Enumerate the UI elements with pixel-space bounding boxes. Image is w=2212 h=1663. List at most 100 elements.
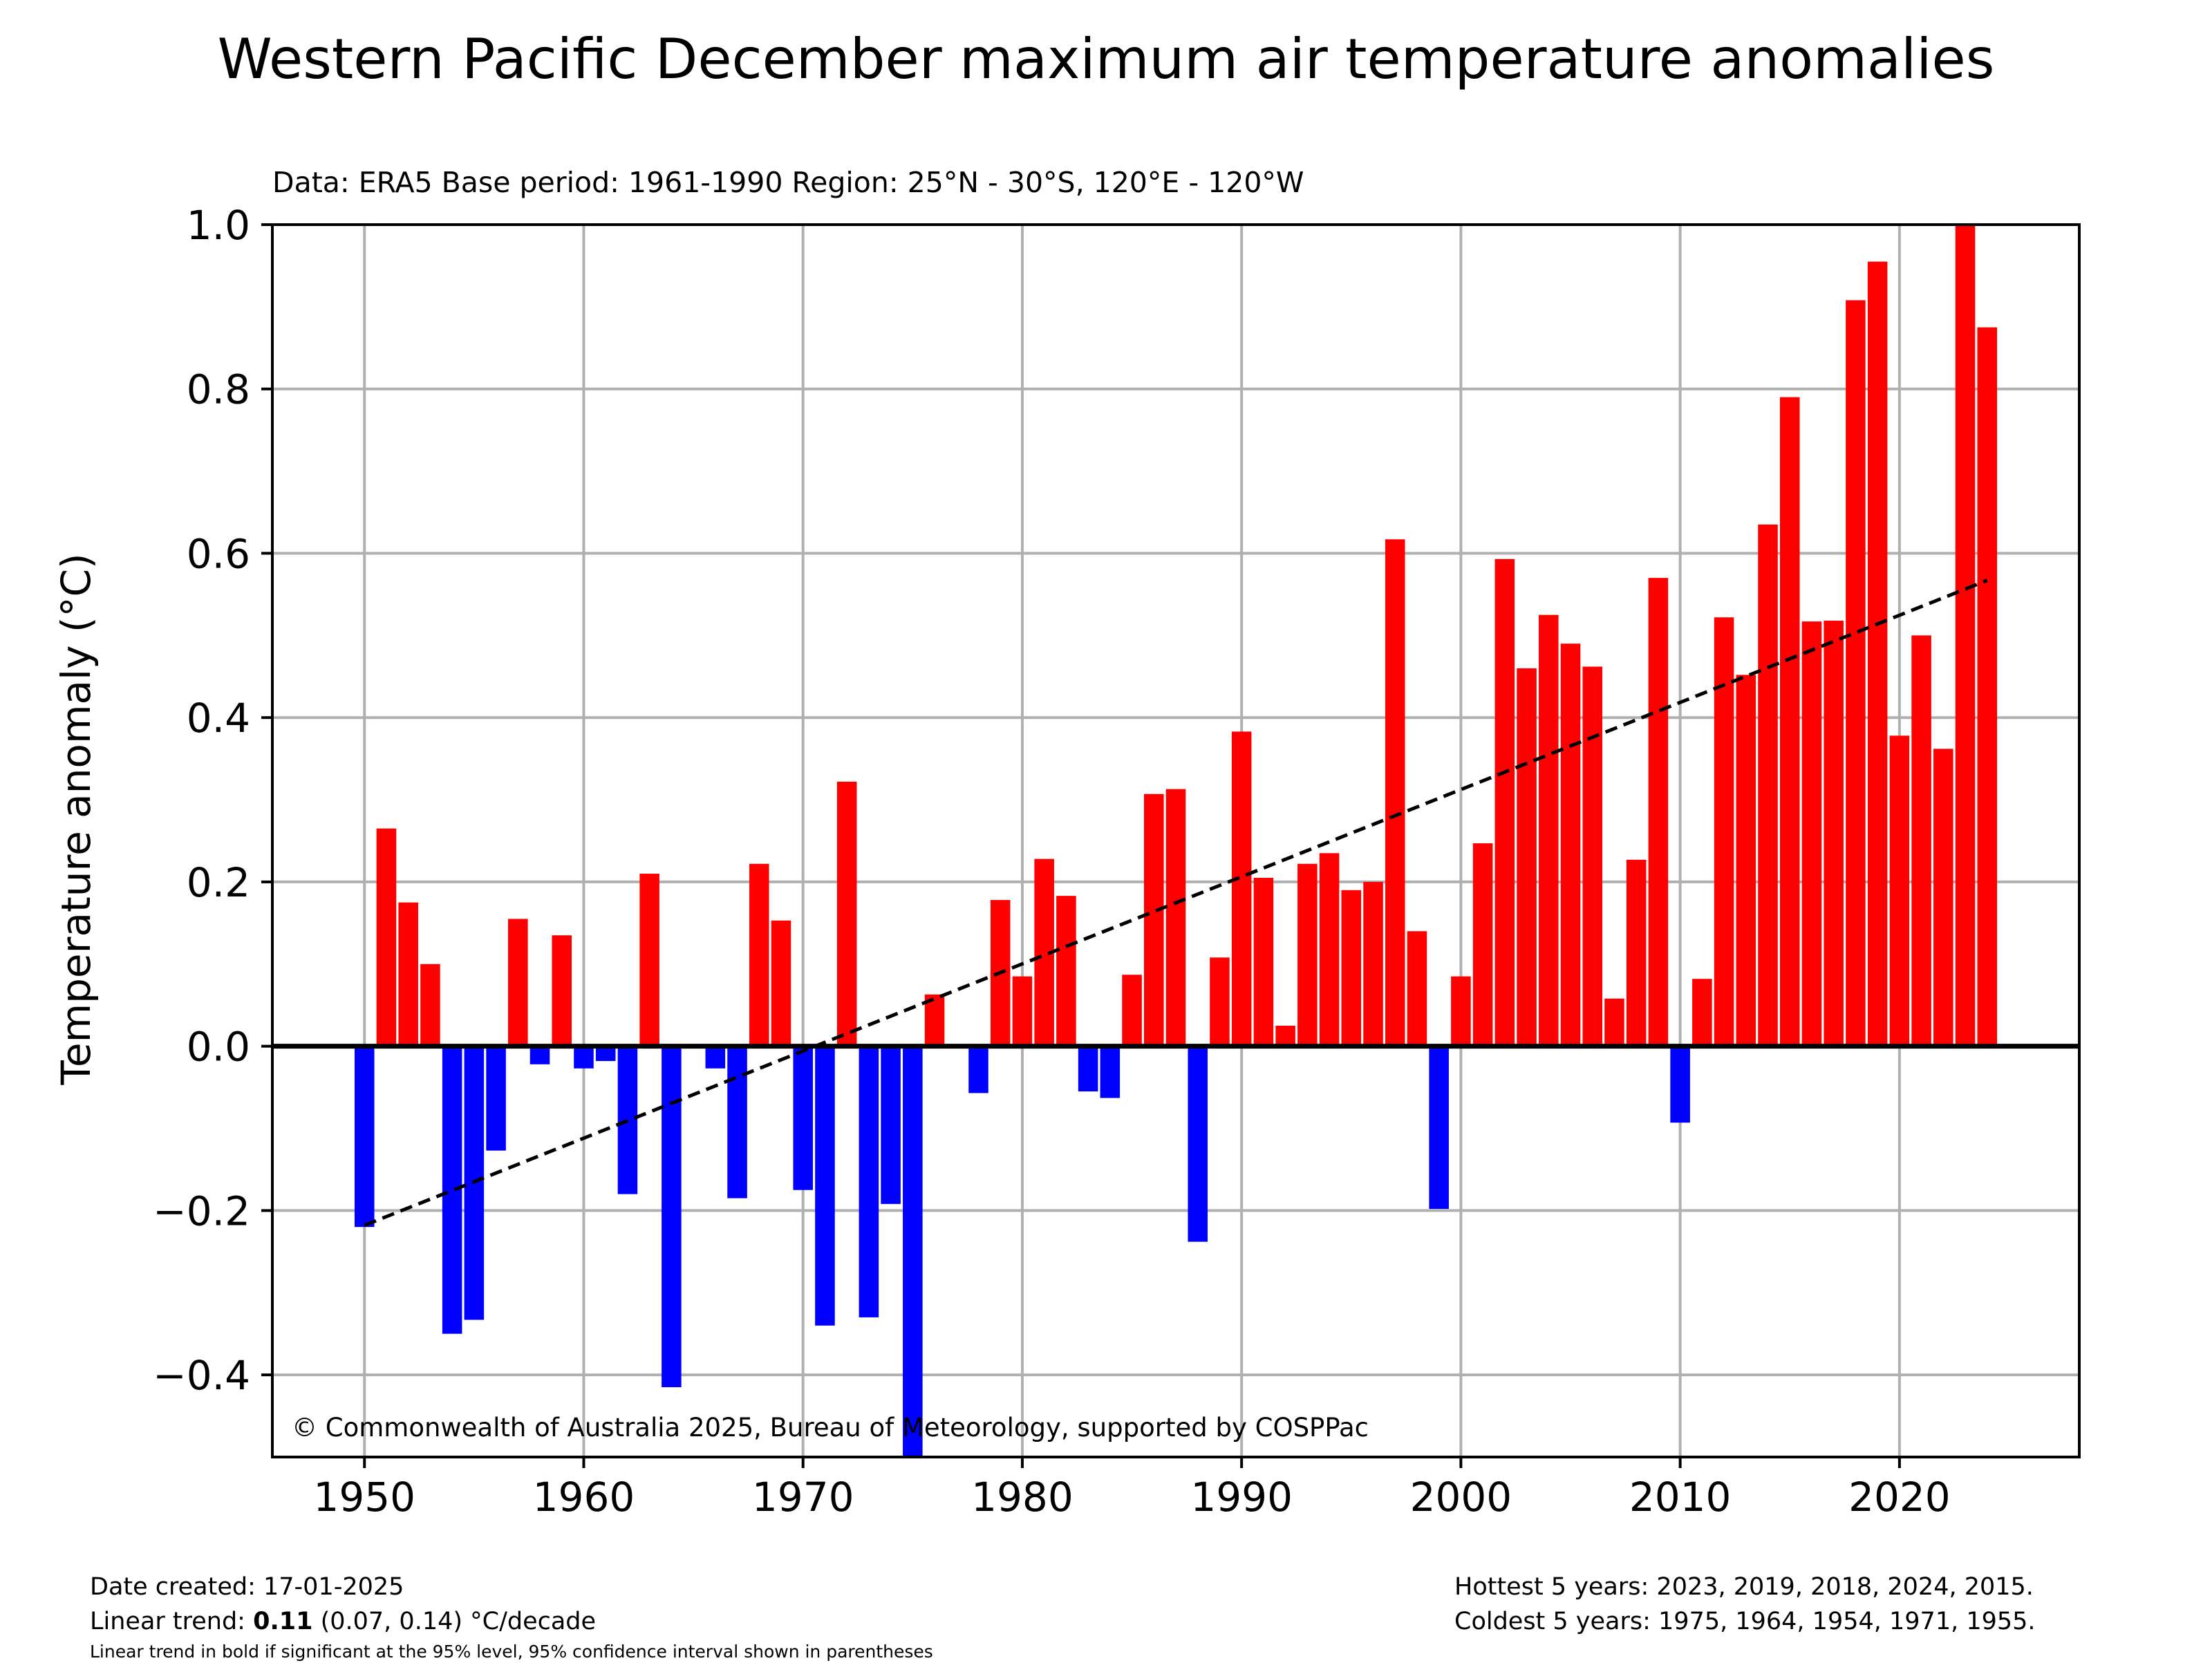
bar-1954 [442, 1046, 462, 1334]
bar-1966 [705, 1046, 726, 1069]
bar-1978 [968, 1046, 988, 1093]
x-tick-label: 2020 [1848, 1474, 1951, 1521]
bar-1970 [793, 1046, 813, 1190]
bar-1969 [771, 920, 791, 1046]
bar-1975 [903, 1046, 923, 1457]
bar-2007 [1604, 998, 1624, 1046]
bar-1999 [1429, 1046, 1449, 1210]
bar-2017 [1824, 620, 1844, 1046]
linear-trend-prefix: Linear trend: [90, 1608, 254, 1635]
x-tick-label: 1950 [313, 1474, 415, 1521]
bar-1952 [398, 902, 418, 1046]
plot-frame [271, 223, 2081, 1458]
axes [261, 223, 2081, 1468]
bar-1990 [1231, 731, 1252, 1046]
bar-1973 [859, 1046, 879, 1317]
bar-1988 [1188, 1046, 1208, 1242]
bar-1992 [1275, 1025, 1295, 1046]
hottest-years: Hottest 5 years: 2023, 2019, 2018, 2024,… [1454, 1573, 2034, 1601]
bar-2009 [1648, 578, 1669, 1046]
bar-1953 [420, 964, 440, 1046]
y-tick-label: 1.0 [187, 202, 250, 249]
bar-2016 [1801, 621, 1822, 1046]
bar-1989 [1210, 957, 1230, 1046]
bar-2022 [1933, 749, 1953, 1046]
bar-2023 [1955, 225, 1976, 1046]
bar-1995 [1341, 890, 1362, 1046]
bar-2001 [1472, 843, 1493, 1046]
bar-1971 [815, 1046, 835, 1326]
bar-2002 [1494, 558, 1515, 1046]
x-tick-label: 1960 [533, 1474, 635, 1521]
bar-1983 [1078, 1046, 1098, 1092]
bar-2020 [1889, 735, 1910, 1046]
bar-1958 [529, 1046, 550, 1064]
linear-trend-value: 0.11 [253, 1608, 313, 1635]
bar-1959 [552, 935, 572, 1046]
coldest-years: Coldest 5 years: 1975, 1964, 1954, 1971,… [1454, 1608, 2036, 1635]
bar-2012 [1714, 617, 1734, 1046]
bar-2004 [1539, 614, 1559, 1046]
bar-2018 [1846, 300, 1866, 1046]
bar-1957 [508, 919, 528, 1046]
bar-2003 [1517, 668, 1537, 1046]
bar-1998 [1407, 931, 1427, 1046]
y-tick-label: 0.4 [187, 695, 250, 742]
x-tick-label: 2000 [1410, 1474, 1512, 1521]
linear-trend: Linear trend: 0.11 (0.07, 0.14) °C/decad… [90, 1605, 596, 1638]
y-tick-label: −0.2 [153, 1187, 250, 1234]
x-tick-label: 2010 [1629, 1474, 1732, 1521]
bar-1993 [1297, 863, 1318, 1046]
chart-subtitle: Data: ERA5 Base period: 1961-1990 Region… [272, 166, 1304, 199]
bar-2008 [1626, 859, 1647, 1046]
copyright-notice: © Commonwealth of Australia 2025, Bureau… [292, 1413, 1369, 1443]
linear-trend-suffix: (0.07, 0.14) °C/decade [312, 1608, 597, 1635]
x-tick-label: 1980 [971, 1474, 1074, 1521]
bar-1968 [749, 863, 769, 1046]
bar-2010 [1670, 1046, 1690, 1123]
bar-1950 [354, 1046, 375, 1228]
bar-1972 [836, 781, 857, 1046]
y-tick-label: −0.4 [153, 1352, 250, 1399]
bar-1986 [1144, 793, 1164, 1046]
bar-2015 [1779, 397, 1800, 1046]
bar-2011 [1692, 979, 1712, 1046]
bar-1987 [1165, 789, 1186, 1046]
bar-2014 [1758, 524, 1778, 1046]
y-tick-label: 0.2 [187, 859, 250, 906]
bar-2024 [1977, 327, 1998, 1046]
trend-note: Linear trend in bold if significant at t… [90, 1642, 933, 1662]
chart-title: Western Pacific December maximum air tem… [217, 27, 1995, 91]
bar-2005 [1560, 643, 1581, 1046]
bar-1956 [486, 1046, 506, 1151]
bar-1997 [1385, 539, 1405, 1046]
bar-1974 [881, 1046, 901, 1204]
bar-1982 [1056, 896, 1076, 1046]
bar-2013 [1736, 675, 1756, 1046]
bar-1963 [639, 874, 659, 1046]
x-tick-label: 1990 [1190, 1474, 1293, 1521]
bar-2000 [1451, 976, 1471, 1046]
trend-line-segment [364, 579, 1988, 1228]
y-tick-label: 0.8 [187, 366, 250, 413]
bars [354, 225, 1998, 1457]
bar-1951 [376, 828, 397, 1046]
bar-1996 [1363, 881, 1383, 1046]
bar-1984 [1100, 1046, 1121, 1098]
y-tick-label: 0.6 [187, 530, 250, 577]
x-tick-label: 1970 [752, 1474, 854, 1521]
date-created: Date created: 17-01-2025 [90, 1573, 404, 1601]
bar-1961 [595, 1046, 616, 1062]
bar-1964 [662, 1046, 682, 1387]
bar-2021 [1911, 635, 1931, 1046]
tick-labels: 1950 1960 1970 1980 1990 2000 2010 2020 −0.4 −0.2… [153, 202, 1951, 1521]
bar-1991 [1253, 877, 1274, 1046]
bar-1960 [574, 1046, 594, 1069]
bar-2006 [1582, 666, 1603, 1046]
bar-1980 [1012, 976, 1033, 1046]
bar-2019 [1867, 261, 1888, 1046]
bar-1967 [727, 1046, 747, 1199]
trend-line [364, 579, 1988, 1228]
bar-1985 [1122, 975, 1142, 1046]
